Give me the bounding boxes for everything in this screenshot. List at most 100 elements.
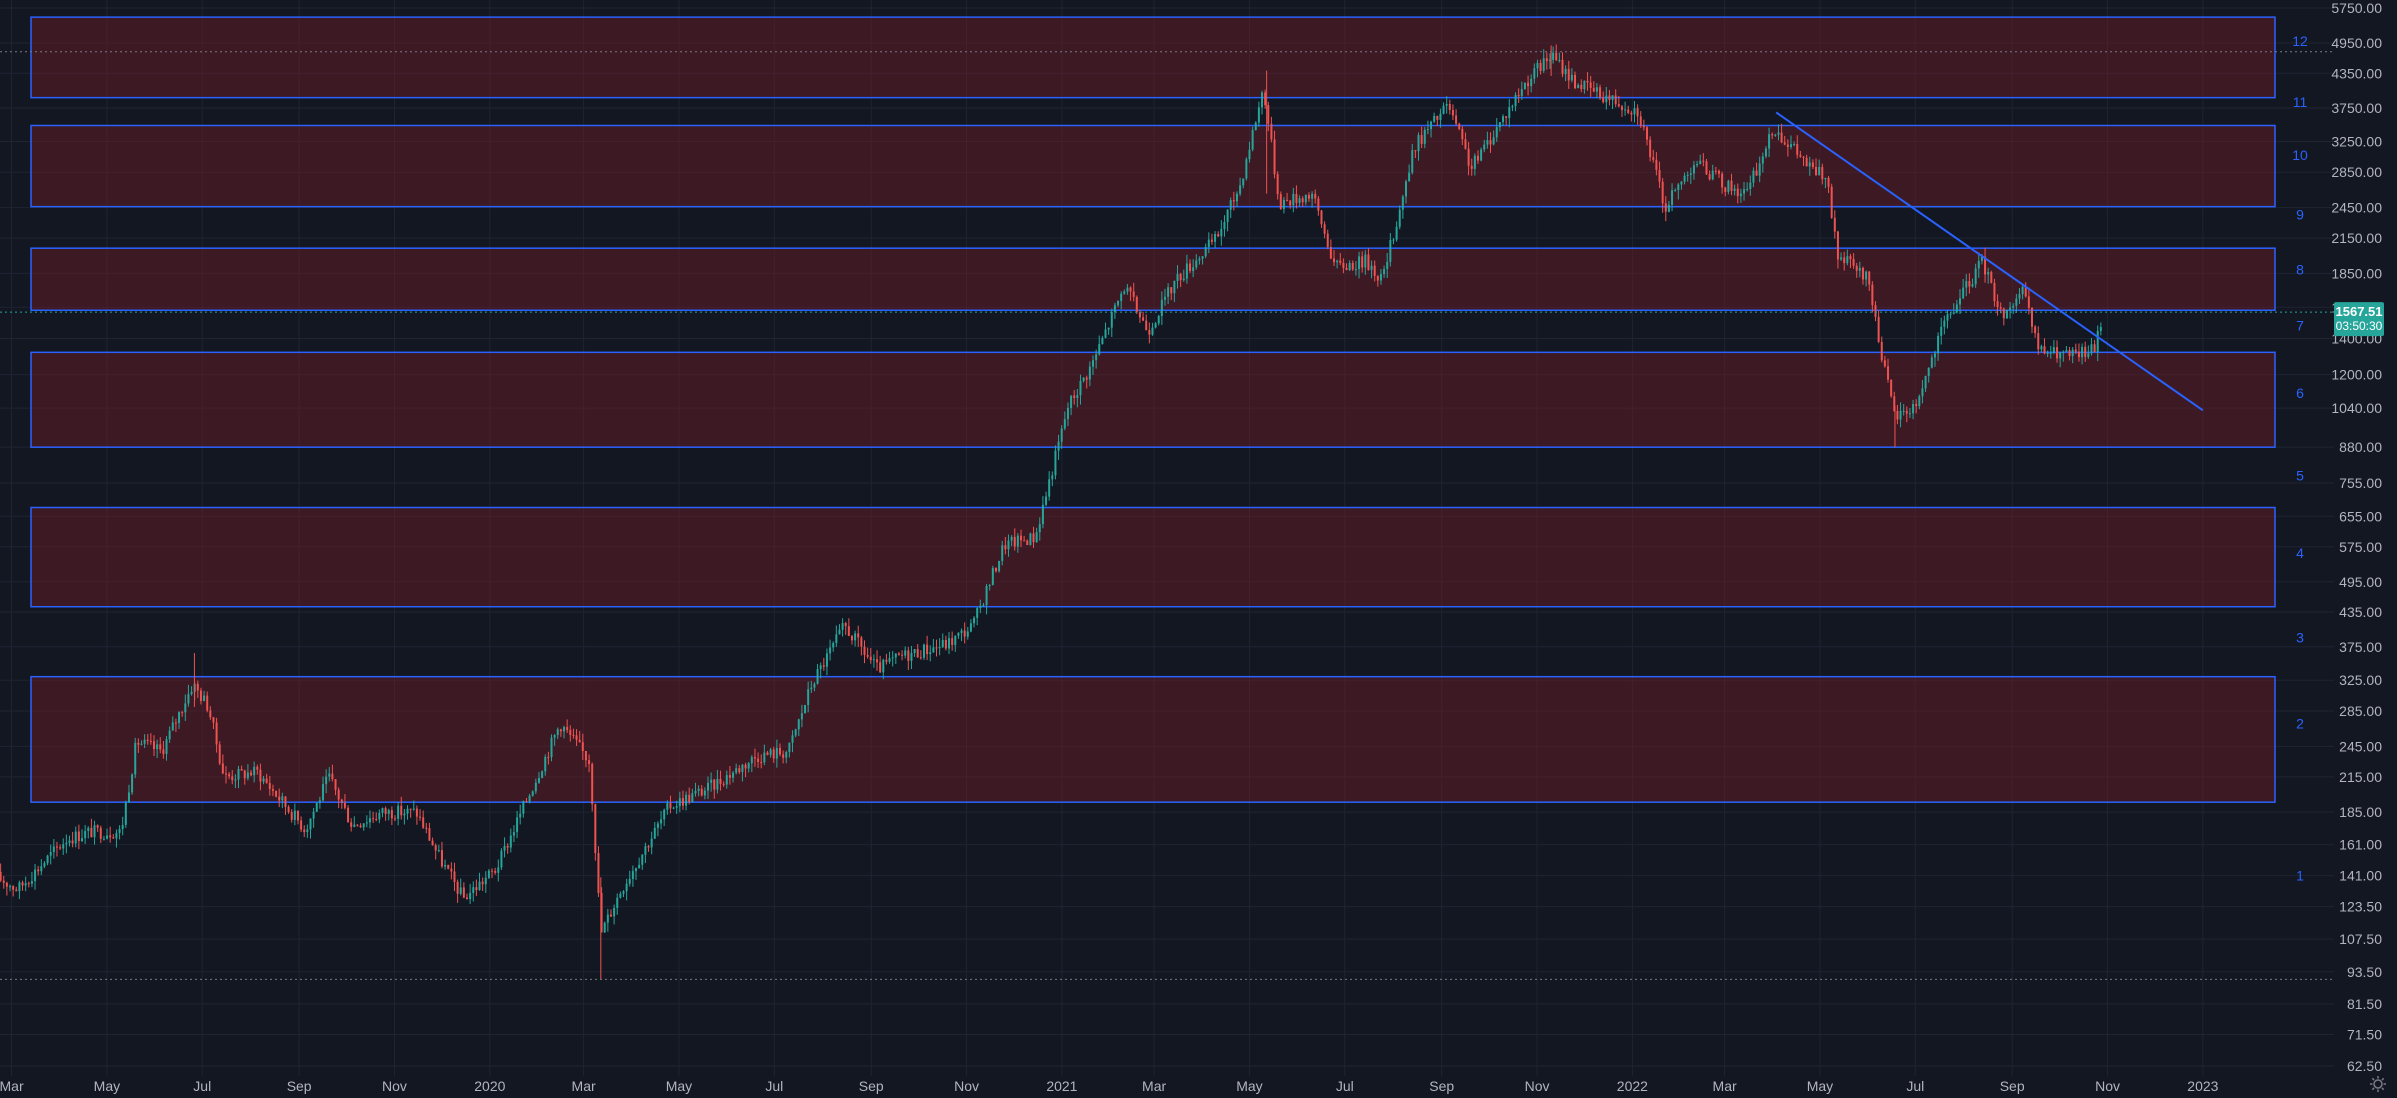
candle-body (1004, 545, 1007, 550)
y-tick-label: 71.50 (2347, 1027, 2382, 1043)
zone-label-5: 5 (2296, 467, 2304, 483)
candle-body (782, 754, 785, 758)
candle-body (431, 840, 434, 846)
candle-body (65, 842, 68, 845)
candle-body (1746, 188, 1749, 190)
candle-body (1038, 524, 1041, 533)
candle-body (1232, 200, 1235, 202)
zone-label-9: 9 (2296, 206, 2304, 222)
candle-body (791, 735, 794, 743)
candle-body (1624, 109, 1627, 111)
candle-body (1658, 170, 1661, 182)
candle-body (563, 727, 566, 732)
candle-body (375, 819, 378, 821)
candle-body (218, 744, 221, 764)
candle-body (1530, 78, 1533, 87)
candle-body (1167, 287, 1170, 297)
candle-body (500, 850, 503, 868)
candle-body (1342, 262, 1345, 268)
time-axis[interactable]: Mar May Jul Sep Nov 2020 Mar May Jul Sep Nov 2021 Ma… (0, 1078, 2219, 1094)
candle-body (1655, 159, 1658, 171)
candle-body (1883, 360, 1886, 367)
candle-body (1142, 317, 1145, 321)
candle-body (1314, 193, 1317, 199)
candle-body (472, 887, 475, 893)
candle-body (1182, 278, 1185, 281)
candle-body (212, 717, 215, 723)
candle-body (1023, 540, 1026, 542)
candle-body (293, 810, 296, 820)
candle-body (96, 825, 99, 828)
y-tick-label: 2850.00 (2331, 164, 2382, 180)
y-tick-label: 3750.00 (2331, 100, 2382, 116)
zone-box-12 (30, 16, 2276, 99)
candle-body (800, 713, 803, 720)
candle-body (1107, 327, 1110, 330)
candle-body (572, 734, 575, 736)
candle-body (1226, 209, 1229, 223)
candle-body (1577, 84, 1580, 89)
candle-body (594, 804, 597, 854)
candle-body (74, 831, 77, 844)
candle-body (140, 743, 143, 745)
candle-body (901, 654, 904, 656)
candle-body (735, 768, 738, 773)
x-tick-label: Mar (1713, 1078, 1737, 1094)
candle-body (1993, 282, 1996, 302)
y-tick-label: 107.50 (2339, 931, 2382, 947)
candle-body (1420, 135, 1423, 144)
candle-body (1849, 256, 1852, 260)
candle-body (769, 749, 772, 755)
x-tick-label: Sep (859, 1078, 884, 1094)
x-tick-label: 2021 (1046, 1078, 1077, 1094)
candle-body (275, 790, 278, 797)
candle-body (1486, 140, 1489, 145)
candle-body (1805, 157, 1808, 167)
candle-body (2043, 346, 2046, 354)
candle-body (559, 729, 562, 732)
candle-body (1871, 284, 1874, 306)
gear-icon[interactable] (2370, 1076, 2386, 1092)
candle-body (775, 748, 778, 759)
candle-body (1214, 234, 1217, 242)
candle-body (2024, 286, 2027, 297)
candle-body (653, 827, 656, 839)
candle-body (137, 742, 140, 745)
candle-body (68, 840, 71, 843)
candle-body (453, 871, 456, 882)
candle-body (440, 850, 443, 867)
candle-body (1426, 129, 1429, 131)
zone-label-8: 8 (2296, 262, 2304, 278)
zone-label-10: 10 (2292, 147, 2308, 163)
price-axis[interactable]: 5750.00 4950.00 4350.00 3750.00 3250.00 2850.… (2331, 0, 2382, 1074)
candle-body (810, 687, 813, 690)
candle-body (747, 763, 750, 769)
x-tick-label: 2020 (474, 1078, 505, 1094)
candle-body (1063, 419, 1066, 429)
candle-body (2081, 346, 2084, 358)
candle-body (1517, 94, 1520, 96)
candle-body (1761, 156, 1764, 164)
candle-body (325, 776, 328, 785)
candle-body (1890, 379, 1893, 397)
candle-body (2052, 347, 2055, 353)
candle-body (678, 798, 681, 807)
candle-body (1949, 313, 1952, 315)
candle-body (456, 881, 459, 894)
candle-body (2099, 327, 2102, 331)
candle-body (825, 653, 828, 667)
candle-body (719, 778, 722, 784)
candle-body (387, 810, 390, 814)
candle-body (516, 817, 519, 833)
candle-body (1442, 105, 1445, 114)
candle-body (287, 806, 290, 813)
candle-body (913, 649, 916, 654)
candle-body (860, 637, 863, 647)
candle-body (932, 647, 935, 653)
candle-body (2005, 309, 2008, 319)
candle-body (1924, 376, 1927, 389)
candle-body (1110, 312, 1113, 328)
candle-body (1987, 272, 1990, 275)
y-tick-label: 185.00 (2339, 804, 2382, 820)
